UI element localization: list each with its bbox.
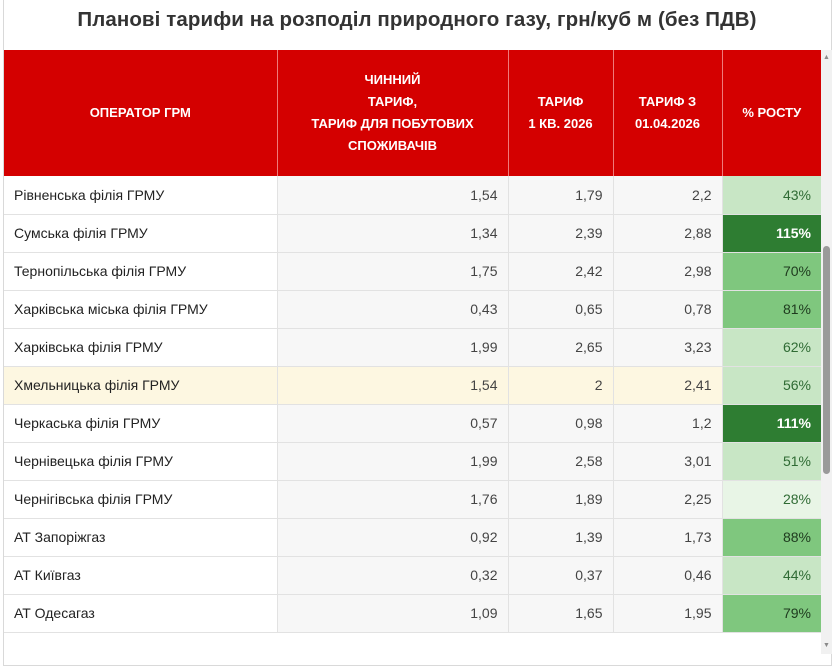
tariff-table: ОПЕРАТОР ГРМ ЧИННИЙ ТАРИФ, ТАРИФ ДЛЯ ПОБ… — [4, 50, 821, 633]
table-row[interactable]: Сумська філія ГРМУ 1,34 2,39 2,88 115% — [4, 214, 821, 253]
header-april-tariff[interactable]: ТАРИФ З 01.04.2026 — [613, 50, 723, 176]
triangle-up-icon[interactable]: ▲ — [823, 54, 830, 61]
growth-cell: 56% — [722, 366, 821, 405]
operator-cell: Харківська філія ГРМУ — [4, 328, 278, 367]
operator-cell: Чернівецька філія ГРМУ — [4, 442, 278, 481]
header-apr-line-2: 01.04.2026 — [634, 116, 701, 131]
current-tariff-cell: 0,43 — [277, 290, 509, 329]
growth-cell: 43% — [722, 176, 821, 215]
q1-tariff-cell: 0,98 — [508, 404, 614, 443]
operator-cell: АТ Одесагаз — [4, 594, 278, 633]
current-tariff-cell: 1,75 — [277, 252, 509, 291]
table-body: Рівненська філія ГРМУ 1,54 1,79 2,2 43% Сумсь… — [4, 176, 821, 633]
table-row[interactable]: Чернівецька філія ГРМУ 1,99 2,58 3,01 51% — [4, 442, 821, 481]
current-tariff-cell: 1,54 — [277, 366, 509, 405]
q1-tariff-cell: 2,58 — [508, 442, 614, 481]
growth-cell: 88% — [722, 518, 821, 557]
april-tariff-cell: 2,88 — [613, 214, 723, 253]
growth-cell: 44% — [722, 556, 821, 595]
header-growth[interactable]: % РОСТУ — [722, 50, 821, 176]
q1-tariff-cell: 2,42 — [508, 252, 614, 291]
current-tariff-cell: 1,99 — [277, 328, 509, 367]
april-tariff-cell: 2,2 — [613, 176, 723, 215]
april-tariff-cell: 2,41 — [613, 366, 723, 405]
operator-cell: Черкаська філія ГРМУ — [4, 404, 278, 443]
april-tariff-cell: 1,73 — [613, 518, 723, 557]
april-tariff-cell: 0,78 — [613, 290, 723, 329]
q1-tariff-cell: 2 — [508, 366, 614, 405]
table-row[interactable]: Чернігівська філія ГРМУ 1,76 1,89 2,25 28% — [4, 480, 821, 519]
header-current-line-2: ТАРИФ, — [367, 94, 418, 109]
table-row[interactable]: АТ Одесагаз 1,09 1,65 1,95 79% — [4, 594, 821, 633]
april-tariff-cell: 0,46 — [613, 556, 723, 595]
april-tariff-cell: 2,98 — [613, 252, 723, 291]
april-tariff-cell: 2,25 — [613, 480, 723, 519]
operator-cell: Харківська міська філія ГРМУ — [4, 290, 278, 329]
growth-cell: 70% — [722, 252, 821, 291]
header-operator-label: ОПЕРАТОР ГРМ — [89, 105, 191, 120]
growth-cell: 81% — [722, 290, 821, 329]
table-row[interactable]: АТ Київгаз 0,32 0,37 0,46 44% — [4, 556, 821, 595]
header-current-line-1: ЧИННИЙ — [364, 72, 421, 87]
april-tariff-cell: 1,2 — [613, 404, 723, 443]
growth-cell: 51% — [722, 442, 821, 481]
table-scroll-area[interactable]: ОПЕРАТОР ГРМ ЧИННИЙ ТАРИФ, ТАРИФ ДЛЯ ПОБ… — [4, 50, 821, 654]
scrollbar-thumb[interactable] — [823, 246, 830, 474]
vertical-scrollbar[interactable]: ▲ ▼ — [821, 50, 832, 654]
header-operator[interactable]: ОПЕРАТОР ГРМ — [4, 50, 278, 176]
growth-cell: 28% — [722, 480, 821, 519]
operator-cell: Хмельницька філія ГРМУ — [4, 366, 278, 405]
header-current-line-3: ТАРИФ ДЛЯ ПОБУТОВИХ — [311, 116, 474, 131]
page-title: Планові тарифи на розподіл природного га… — [77, 8, 757, 31]
q1-tariff-cell: 0,37 — [508, 556, 614, 595]
current-tariff-cell: 0,57 — [277, 404, 509, 443]
operator-cell: АТ Київгаз — [4, 556, 278, 595]
current-tariff-cell: 0,32 — [277, 556, 509, 595]
q1-tariff-cell: 1,89 — [508, 480, 614, 519]
current-tariff-cell: 1,34 — [277, 214, 509, 253]
header-current-tariff[interactable]: ЧИННИЙ ТАРИФ, ТАРИФ ДЛЯ ПОБУТОВИХ СПОЖИВ… — [277, 50, 509, 176]
q1-tariff-cell: 0,65 — [508, 290, 614, 329]
table-row[interactable]: Харківська міська філія ГРМУ 0,43 0,65 0,78… — [4, 290, 821, 329]
table-row[interactable]: Хмельницька філія ГРМУ 1,54 2 2,41 56% — [4, 366, 821, 405]
q1-tariff-cell: 2,65 — [508, 328, 614, 367]
operator-cell: Чернігівська філія ГРМУ — [4, 480, 278, 519]
operator-cell: Тернопільська філія ГРМУ — [4, 252, 278, 291]
operator-cell: Рівненська філія ГРМУ — [4, 176, 278, 215]
table-row[interactable]: Черкаська філія ГРМУ 0,57 0,98 1,2 111% — [4, 404, 821, 443]
table-row[interactable]: Тернопільська філія ГРМУ 1,75 2,42 2,98 70% — [4, 252, 821, 291]
current-tariff-cell: 1,54 — [277, 176, 509, 215]
header-q1-line-2: 1 КВ. 2026 — [528, 116, 593, 131]
current-tariff-cell: 1,09 — [277, 594, 509, 633]
current-tariff-cell: 1,76 — [277, 480, 509, 519]
header-current-line-4: СПОЖИВАЧІВ — [347, 138, 438, 153]
q1-tariff-cell: 2,39 — [508, 214, 614, 253]
operator-cell: АТ Запоріжгаз — [4, 518, 278, 557]
april-tariff-cell: 3,01 — [613, 442, 723, 481]
q1-tariff-cell: 1,79 — [508, 176, 614, 215]
current-tariff-cell: 1,99 — [277, 442, 509, 481]
growth-cell: 79% — [722, 594, 821, 633]
april-tariff-cell: 1,95 — [613, 594, 723, 633]
header-apr-line-1: ТАРИФ З — [638, 94, 697, 109]
growth-cell: 115% — [722, 214, 821, 253]
header-q1-tariff[interactable]: ТАРИФ 1 КВ. 2026 — [508, 50, 614, 176]
table-row[interactable]: Харківська філія ГРМУ 1,99 2,65 3,23 62% — [4, 328, 821, 367]
table-row[interactable]: АТ Запоріжгаз 0,92 1,39 1,73 88% — [4, 518, 821, 557]
operator-cell: Сумська філія ГРМУ — [4, 214, 278, 253]
q1-tariff-cell: 1,39 — [508, 518, 614, 557]
header-q1-line-1: ТАРИФ — [537, 94, 584, 109]
growth-cell: 62% — [722, 328, 821, 367]
table-row[interactable]: Рівненська філія ГРМУ 1,54 1,79 2,2 43% — [4, 176, 821, 215]
header-growth-label: % РОСТУ — [742, 105, 802, 120]
q1-tariff-cell: 1,65 — [508, 594, 614, 633]
table-header-row: ОПЕРАТОР ГРМ ЧИННИЙ ТАРИФ, ТАРИФ ДЛЯ ПОБ… — [4, 50, 821, 176]
triangle-down-icon[interactable]: ▼ — [823, 642, 830, 649]
current-tariff-cell: 0,92 — [277, 518, 509, 557]
april-tariff-cell: 3,23 — [613, 328, 723, 367]
growth-cell: 111% — [722, 404, 821, 443]
